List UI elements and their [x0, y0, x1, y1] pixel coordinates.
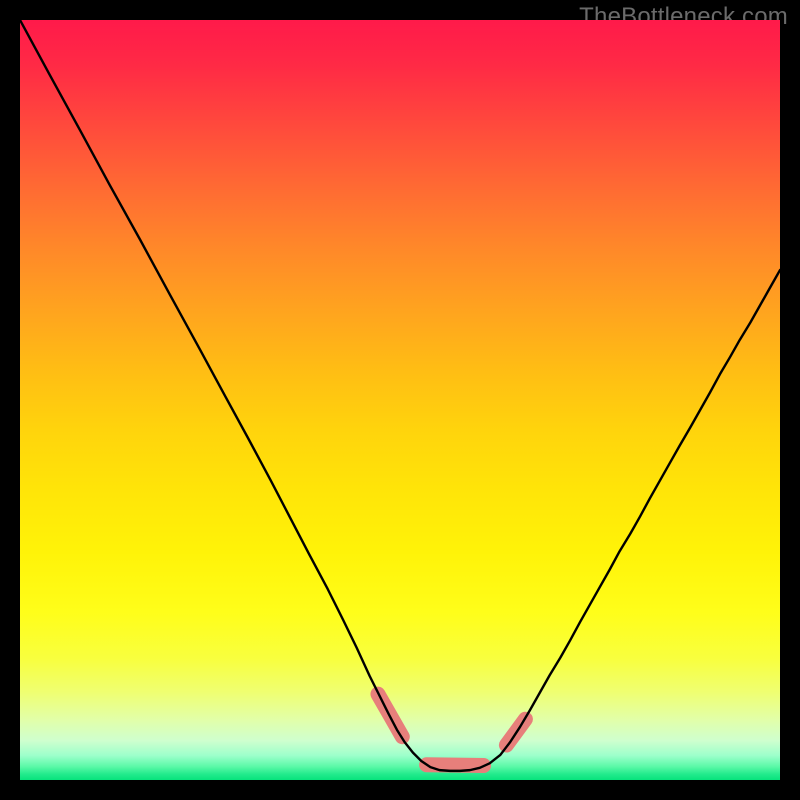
bottleneck-chart [20, 20, 780, 780]
plot-area [20, 20, 780, 780]
gradient-background [20, 20, 780, 780]
marker-segment [427, 765, 484, 766]
chart-frame: TheBottleneck.com [0, 0, 800, 800]
